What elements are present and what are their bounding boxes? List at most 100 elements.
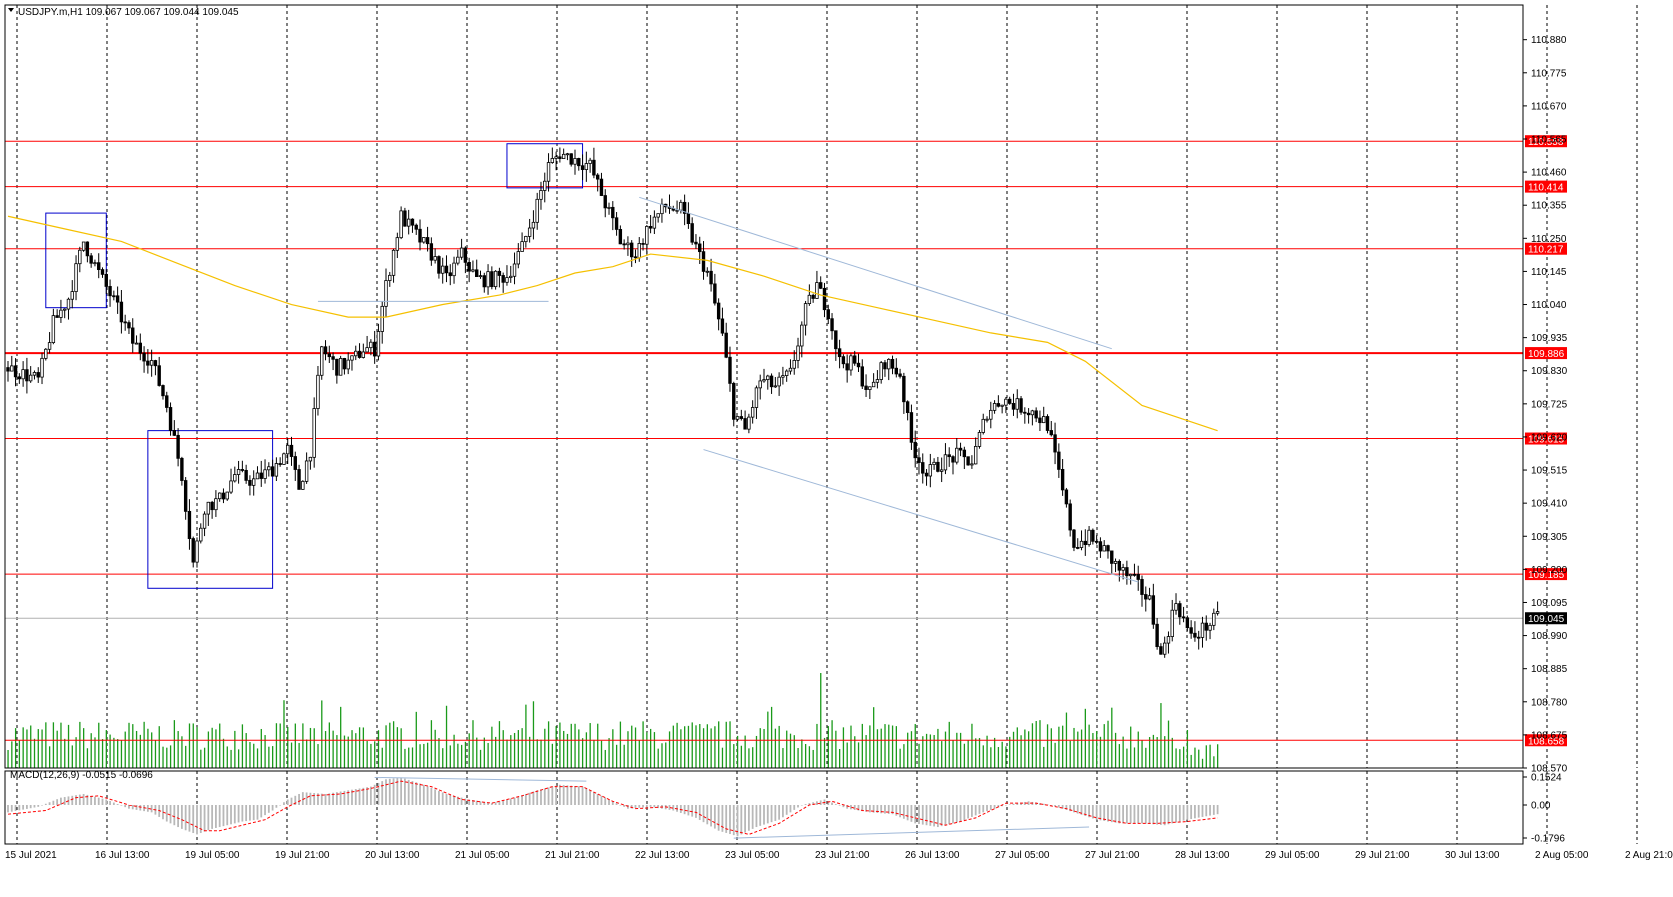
macd-histogram-bar (1125, 805, 1128, 824)
macd-histogram-bar (41, 805, 43, 806)
macd-histogram-bar (192, 805, 195, 834)
macd-histogram-bar (755, 805, 758, 828)
macd-histogram-bar (249, 805, 251, 821)
volume-bar (884, 724, 886, 768)
macd-histogram-bar (1042, 803, 1045, 806)
price-tick-label: 109.095 (1531, 598, 1568, 609)
candle-body (10, 365, 14, 372)
candle-body (274, 463, 279, 477)
volume-bar (358, 727, 361, 768)
candle-body (1102, 545, 1106, 552)
macd-histogram-bar (369, 786, 372, 806)
volume-bar (744, 735, 746, 768)
candle-body (251, 478, 256, 486)
candle-body (437, 256, 441, 274)
macd-histogram-bar (396, 777, 399, 806)
macd-histogram-bar (1035, 802, 1038, 806)
candle-body (807, 294, 812, 304)
macd-histogram-bar (967, 805, 970, 819)
volume-bar (48, 746, 51, 768)
macd-histogram-bar (936, 805, 939, 828)
candle-body (369, 341, 373, 349)
candle-body (819, 282, 823, 289)
candle-body (849, 355, 853, 371)
candle-body (1178, 603, 1182, 618)
candle-body (1015, 398, 1019, 410)
volume-bar (408, 747, 410, 768)
macd-histogram-bar (910, 805, 913, 822)
trendlines[interactable] (317, 196, 1139, 583)
macd-histogram-bar (649, 805, 652, 807)
volume-bar (124, 731, 126, 768)
macd-histogram-bar (1137, 805, 1140, 824)
volume-bar (419, 744, 421, 768)
macd-histogram-bar (351, 789, 353, 806)
macd-histogram-bar (1054, 805, 1056, 807)
macd-tick-label: -0.1796 (1531, 834, 1565, 845)
macd-histogram-bar (275, 805, 278, 808)
volume-bar (797, 748, 799, 768)
candle-body (418, 228, 422, 243)
macd-histogram-bar (1212, 805, 1215, 815)
volume-bar (94, 737, 96, 768)
candle-body (686, 212, 691, 225)
volume-bar (1122, 736, 1124, 768)
volume-bar (1133, 747, 1136, 768)
candle-body (1057, 451, 1061, 470)
volume-bar (37, 729, 39, 768)
candle-body (1113, 560, 1118, 564)
macd-histogram-bar (899, 805, 901, 818)
volume-bar (1201, 758, 1204, 768)
triangle-down-icon[interactable] (8, 8, 14, 12)
macd-histogram-bar (577, 786, 580, 806)
macd-histogram-bar (1163, 805, 1166, 826)
candle-body (834, 330, 838, 350)
candle-body (1045, 416, 1050, 431)
volume-bar (857, 742, 860, 768)
macd-histogram-bar (18, 805, 21, 811)
macd-histogram-bar (1141, 805, 1143, 824)
volume-bar (166, 747, 168, 768)
macd-histogram-bar (309, 792, 312, 806)
volume-bar (1005, 746, 1007, 768)
time-tick-label: 2 Aug 21:00 (1625, 850, 1673, 861)
candle-body (32, 372, 37, 376)
horizontal-levels[interactable]: 110.558 110.414 110.217 109.886 109.615 109.1… (5, 135, 1567, 747)
candle-body (1091, 529, 1095, 542)
volume-bar (1080, 729, 1083, 768)
volume-bar (963, 743, 966, 768)
time-axis: 15 Jul 2021 16 Jul 13:00 19 Jul 05:00 19 Ju… (5, 850, 1673, 861)
level-label-bg (1525, 432, 1567, 445)
volume-bar (245, 733, 247, 768)
volume-bar (1130, 726, 1132, 768)
candle-body (747, 416, 751, 430)
macd-histogram-bar (543, 788, 546, 806)
volume-bar (253, 743, 255, 768)
volume-bar (759, 728, 761, 768)
time-tick-label: 23 Jul 05:00 (725, 850, 780, 861)
macd-histogram-bar (139, 805, 142, 811)
volume-bar (578, 729, 580, 768)
macd-histogram-bar (207, 805, 210, 831)
macd-histogram-bar (1023, 801, 1026, 806)
candle-body (1076, 547, 1080, 549)
candle-body (221, 492, 226, 500)
macd-histogram-bar (1118, 805, 1121, 824)
macd-histogram-bar (653, 805, 656, 808)
level-label-bg (1525, 135, 1567, 148)
macd-histogram-bar (1012, 803, 1015, 806)
volume-bar (1028, 731, 1030, 768)
time-tick-label: 20 Jul 13:00 (365, 850, 420, 861)
macd-histogram-bar (97, 797, 100, 806)
candle-body (754, 387, 759, 408)
macd-histogram-bar (60, 797, 62, 806)
macd-histogram-bar (536, 790, 539, 806)
candle-body (803, 303, 808, 326)
volume-bar (438, 738, 440, 768)
volume-bar (513, 732, 516, 768)
range-boxes[interactable] (45, 143, 584, 589)
candle-body (406, 218, 411, 227)
candle-body (388, 274, 392, 281)
volume-bar (1171, 737, 1173, 768)
